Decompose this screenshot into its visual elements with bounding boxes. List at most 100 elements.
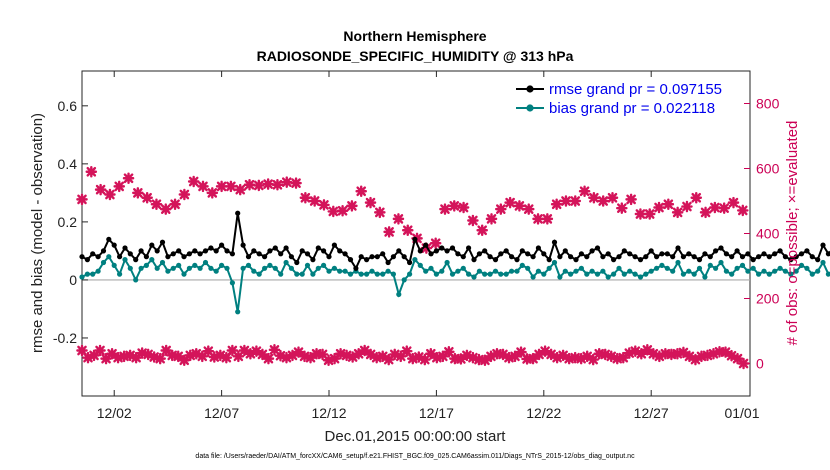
rmse-point	[417, 248, 423, 254]
obs-possible-marker	[271, 178, 284, 191]
obs-evaluated-marker	[605, 350, 618, 363]
obs-evaluated-marker	[581, 350, 593, 363]
bias-point	[546, 265, 552, 271]
bias-point	[525, 265, 531, 271]
rmse-point	[664, 251, 670, 257]
bias-point	[396, 291, 402, 297]
bias-point	[535, 268, 542, 274]
bias-point	[519, 262, 525, 268]
rmse-point	[600, 254, 606, 260]
obs-evaluated-marker	[647, 347, 660, 360]
bias-point	[455, 268, 461, 274]
y-right-tick-label: 200	[756, 291, 780, 307]
bias-point	[600, 268, 606, 274]
bias-point	[471, 274, 477, 280]
obs-possible-marker	[736, 204, 749, 217]
obs-evaluated-marker	[130, 351, 142, 364]
bias-point	[734, 265, 740, 271]
bias-point	[310, 271, 316, 277]
obs-possible-marker	[597, 195, 609, 207]
rmse-point	[117, 254, 123, 260]
obs-evaluated-marker	[491, 347, 503, 360]
obs-evaluated-marker	[665, 348, 678, 361]
rmse-point	[267, 248, 273, 254]
obs-possible-marker	[550, 198, 563, 211]
bias-point	[815, 268, 821, 274]
bias-point	[95, 268, 101, 274]
obs-possible-marker	[336, 204, 349, 217]
obs-possible-marker	[94, 183, 107, 196]
rmse-point	[713, 248, 719, 254]
bias-point	[621, 271, 627, 277]
rmse-point	[766, 254, 772, 260]
obs-evaluated-marker	[419, 353, 431, 366]
obs-possible-marker	[308, 195, 321, 207]
bias-point	[584, 271, 590, 277]
obs-evaluated-marker	[701, 349, 714, 362]
bias-point	[256, 271, 262, 277]
rmse-point	[578, 251, 585, 257]
obs-evaluated-marker	[593, 347, 606, 360]
bias-point	[224, 265, 230, 271]
obs-evaluated-marker	[262, 352, 275, 365]
rmse-point	[326, 254, 332, 260]
obs-possible-marker	[346, 200, 358, 212]
y-tick-label: 0.6	[58, 98, 78, 114]
rmse-point	[568, 254, 574, 260]
rmse-point	[304, 251, 311, 257]
bias-point	[627, 268, 633, 274]
y-right-tick-label: 400	[756, 226, 780, 242]
y-tick-label: 0.2	[58, 214, 78, 230]
bias-point	[573, 268, 579, 274]
obs-evaluated-marker	[725, 349, 738, 362]
rmse-point	[364, 257, 370, 263]
obs-evaluated-marker	[142, 348, 154, 361]
bias-point	[143, 262, 149, 268]
bias-point	[605, 274, 611, 280]
rmse-point	[219, 242, 225, 248]
obs-evaluated-marker	[617, 351, 630, 364]
obs-evaluated-marker	[322, 354, 335, 367]
bias-point	[449, 271, 456, 277]
rmse-point	[589, 248, 595, 254]
bias-point	[482, 271, 488, 277]
obs-possible-marker	[485, 213, 498, 225]
obs-evaluated-marker	[94, 344, 106, 357]
rmse-point	[471, 257, 477, 263]
rmse-point	[401, 254, 407, 260]
obs-evaluated-marker	[521, 353, 533, 365]
rmse-point	[680, 254, 687, 260]
rmse-point	[143, 254, 149, 260]
obs-evaluated-marker	[382, 353, 395, 366]
rmse-point	[428, 251, 434, 257]
obs-evaluated-marker	[358, 344, 371, 357]
bias-point	[439, 268, 445, 274]
x-tick-label: 12/27	[634, 405, 669, 421]
bias-point	[208, 265, 214, 271]
obs-possible-marker	[364, 196, 377, 209]
obs-evaluated-marker	[659, 347, 672, 360]
bias-point	[283, 259, 289, 266]
rmse-point	[798, 251, 805, 257]
bias-point	[407, 271, 413, 277]
bias-point	[654, 265, 660, 271]
y-tick-label: -0.2	[53, 330, 77, 346]
obs-possible-marker	[225, 180, 237, 193]
rmse-point	[154, 248, 160, 254]
obs-evaluated-marker	[250, 345, 263, 357]
obs-possible-marker	[606, 191, 619, 204]
rmse-point	[213, 248, 219, 254]
obs-possible-marker	[401, 224, 414, 237]
obs-evaluated-marker	[737, 357, 750, 370]
rmse-point	[514, 257, 520, 263]
obs-possible-marker	[141, 191, 153, 204]
bias-point	[729, 271, 735, 277]
obs-possible-marker	[132, 187, 144, 199]
rmse-point	[181, 254, 187, 260]
rmse-point	[165, 254, 171, 260]
obs-evaluated-marker	[172, 350, 185, 363]
obs-evaluated-marker	[310, 347, 323, 360]
chart-subtitle: RADIOSONDE_SPECIFIC_HUMIDITY @ 313 hPa	[257, 48, 574, 64]
obs-evaluated-marker	[479, 354, 491, 367]
bias-point	[337, 268, 343, 274]
